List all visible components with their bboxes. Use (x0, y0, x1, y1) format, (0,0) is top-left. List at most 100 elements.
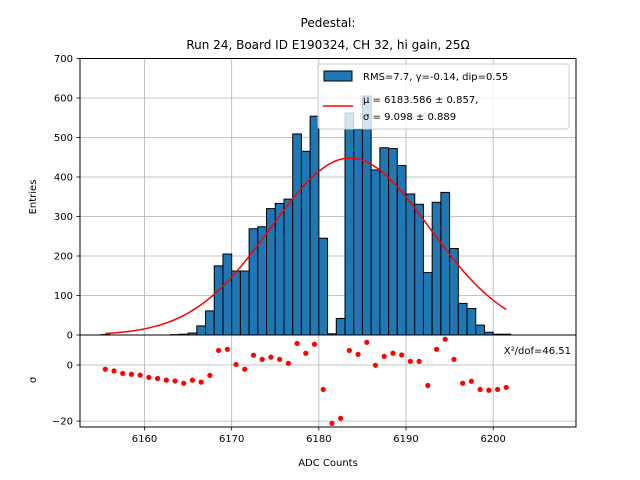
histogram-bar (457, 302, 468, 336)
histogram-bar (422, 272, 433, 336)
residual-point (364, 339, 370, 345)
residual-point (407, 358, 413, 364)
histogram-bar (361, 95, 372, 336)
residual-points (102, 336, 509, 426)
histogram-bar (335, 317, 346, 336)
residual-point (154, 375, 161, 382)
histogram-bar (370, 169, 381, 336)
x-axis-label: ADC Counts (298, 458, 358, 469)
histogram-bar (274, 202, 285, 336)
x-ticks: 6160 6170 6180 6190 6200 (132, 427, 506, 445)
legend-box (317, 63, 570, 130)
y-tick-label: 200 (54, 252, 73, 263)
histogram-bar (318, 237, 329, 336)
residual-point (163, 377, 169, 383)
residual-point (102, 366, 108, 372)
histogram-bar (283, 198, 294, 336)
chart-title: Pedestal: (301, 16, 356, 30)
y-tick-label: 400 (54, 173, 73, 184)
residual-point (294, 340, 300, 347)
histogram-bar (449, 247, 459, 336)
x-tick-label: 6190 (393, 434, 418, 445)
residual-point (207, 372, 213, 378)
histogram-bar (475, 324, 485, 336)
residual-point (355, 351, 361, 357)
legend-fit-sigma: σ = 9.098 ± 0.889 (363, 112, 456, 123)
histogram-bar (196, 325, 207, 336)
histogram-bar (231, 270, 241, 336)
y-axis-label: Entries (28, 180, 39, 215)
x-tick-label: 6180 (306, 434, 331, 445)
histogram-bar (344, 112, 355, 336)
residual-point (442, 336, 448, 342)
histogram-bar (248, 228, 259, 336)
histogram-bar (222, 253, 233, 336)
residual-point (468, 378, 474, 384)
histogram-bar (431, 201, 442, 336)
legend-histogram-patch (323, 70, 353, 82)
legend-histogram-label: RMS=7.7, γ=-0.14, dip=0.55 (363, 72, 508, 83)
residual-point (277, 356, 283, 363)
histogram-bar (466, 308, 477, 336)
residual-point (172, 378, 178, 384)
residual-point (433, 346, 440, 352)
residual-point (503, 384, 509, 391)
histogram-bar (239, 270, 250, 336)
residual-point (198, 379, 204, 385)
histogram-bar (213, 265, 224, 336)
residual-point (128, 371, 135, 377)
residual-point (399, 352, 405, 358)
residual-axes-frame (79, 334, 577, 428)
histogram-bar (292, 133, 302, 336)
chi2-annotation: X²/dof=46.51 (504, 346, 571, 357)
residual-point (372, 362, 379, 368)
residual-point (494, 386, 501, 393)
residual-point (137, 372, 143, 378)
residual-point (146, 374, 152, 380)
residual-point (189, 377, 196, 383)
legend: RMS=7.7, γ=-0.14, dip=0.55 μ = 6183.586 … (317, 63, 570, 130)
residual-y-tick-label: 0 (67, 361, 73, 372)
histogram-bar (309, 115, 320, 336)
x-tick-label: 6160 (132, 434, 157, 445)
x-tick-label: 6200 (480, 434, 505, 445)
histogram-bar (405, 193, 416, 336)
residual-point (451, 356, 457, 363)
residual-y-ticks: 0 −20 (52, 361, 80, 428)
residual-point (250, 352, 257, 358)
x-tick-label: 6170 (219, 434, 244, 445)
residual-point (259, 356, 265, 363)
residual-point (320, 386, 326, 393)
y-tick-label: 0 (67, 331, 73, 342)
histogram-bar (388, 148, 398, 336)
residual-point (346, 347, 352, 354)
residual-point (477, 386, 483, 393)
residual-point (216, 347, 222, 354)
main-y-ticks: 0 100 200 300 400 500 600 700 (54, 54, 80, 342)
residual-point (329, 420, 335, 426)
residual-point (460, 380, 466, 386)
y-tick-label: 100 (54, 291, 73, 302)
residual-grid (80, 335, 576, 427)
residual-point (416, 358, 422, 364)
legend-fit-mu: μ = 6183.586 ± 0.857, (363, 95, 478, 106)
fit-curve (105, 157, 507, 335)
histogram-bar (440, 191, 451, 336)
residual-y-tick-label: −20 (52, 417, 73, 428)
residual-point (233, 361, 239, 368)
residual-point (285, 360, 291, 366)
y-tick-label: 700 (54, 54, 73, 65)
residual-point (111, 368, 117, 374)
residual-point (181, 380, 187, 386)
residual-point (381, 353, 387, 359)
histogram-bars (100, 95, 512, 336)
y-tick-label: 500 (54, 133, 73, 144)
residual-point (425, 382, 431, 389)
residual-point (311, 341, 318, 347)
residual-point (268, 354, 274, 360)
y-tick-label: 300 (54, 212, 73, 223)
residual-point (390, 350, 396, 356)
residual-point (303, 350, 309, 356)
histogram-bar (414, 203, 424, 336)
chart-subtitle: Run 24, Board ID E190324, CH 32, hi gain… (186, 38, 469, 52)
